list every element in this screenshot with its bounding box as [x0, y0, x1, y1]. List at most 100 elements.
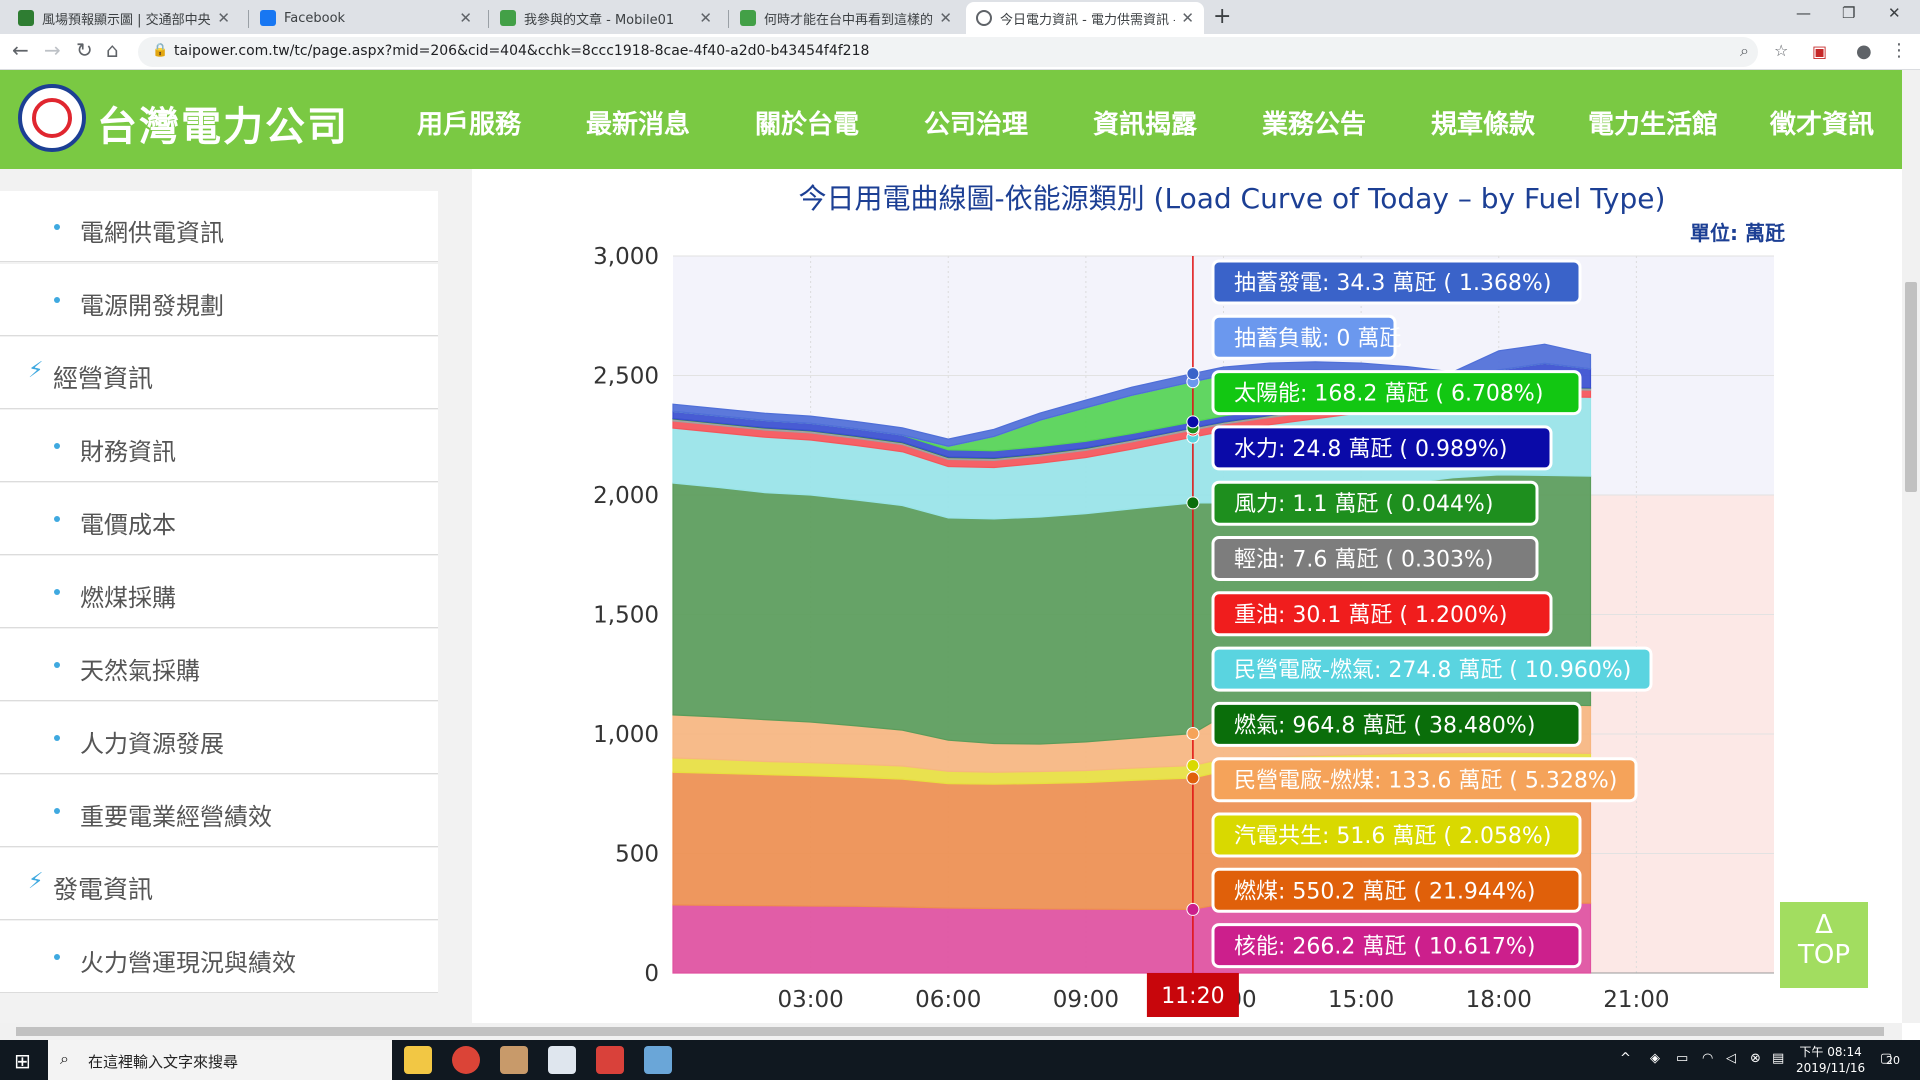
- browser-tab[interactable]: 風場預報顯示圖 | 交通部中央氣象 ✕: [8, 2, 240, 34]
- sidebar-item-gas-procurement[interactable]: 天然氣採購: [0, 629, 438, 701]
- y-tick-label: 2,000: [593, 483, 659, 509]
- menu-careers[interactable]: 徵才資訊: [1770, 110, 1875, 140]
- extension-icon[interactable]: ▣: [1812, 42, 1828, 61]
- window-close-icon[interactable]: ✕: [1888, 4, 1901, 22]
- browser-tab[interactable]: Facebook ✕: [250, 2, 482, 34]
- clock-date: 2019/11/16: [1796, 1061, 1866, 1075]
- star-icon[interactable]: ☆: [1774, 41, 1789, 60]
- sidebar-item-finance[interactable]: 財務資訊: [0, 410, 438, 482]
- browser-tab-active[interactable]: 今日電力資訊 - 電力供需資訊 - 台 ✕: [966, 2, 1204, 34]
- scrollbar-thumb[interactable]: [16, 1027, 1884, 1036]
- reload-icon[interactable]: ↻: [76, 38, 93, 62]
- tooltip-text: 民營電廠-燃氣: 274.8 萬瓩 ( 10.960%): [1234, 658, 1631, 683]
- tooltip-text: 燃煤: 550.2 萬瓩 ( 21.944%): [1234, 879, 1535, 904]
- sidebar-item-hr-development[interactable]: 人力資源發展: [0, 702, 438, 774]
- browser-toolbar: ← → ↻ ⌂ 🔒 taipower.com.tw/tc/page.aspx?m…: [0, 34, 1920, 70]
- app-icon[interactable]: [548, 1046, 576, 1074]
- windows-taskbar: ⊞ ⌕ 在這裡輸入文字來搜尋 ^ ◈ ▭ ◠ ◁ ⊗ ▤ 下午 08:14 20…: [0, 1040, 1920, 1080]
- battery-icon[interactable]: ▭: [1676, 1051, 1689, 1066]
- app-icon[interactable]: [596, 1046, 624, 1074]
- load-curve-chart[interactable]: 3,000 2,500 2,000 1,500 1,000 500 0 03:00 06:00…: [472, 169, 1902, 1023]
- tooltip-item: 重油: 30.1 萬瓩 ( 1.200%): [1211, 591, 1553, 637]
- sidebar-item-coal-procurement[interactable]: 燃煤採購: [0, 556, 438, 628]
- tooltip-text: 民營電廠-燃煤: 133.6 萬瓩 ( 5.328%): [1234, 769, 1617, 794]
- sidebar-item-label: 電價成本: [80, 511, 176, 539]
- sidebar-item-thermal-operations[interactable]: 火力營運現況與績效: [0, 921, 438, 993]
- menu-governance[interactable]: 公司治理: [924, 110, 1029, 140]
- notification-count: 20: [1886, 1054, 1900, 1067]
- back-icon[interactable]: ←: [12, 38, 29, 62]
- browser-tab[interactable]: 我參與的文章 - Mobile01 ✕: [490, 2, 722, 34]
- close-icon[interactable]: ✕: [939, 9, 952, 27]
- menu-announcements[interactable]: 業務公告: [1262, 110, 1367, 140]
- menu-customer-service[interactable]: 用戶服務: [417, 110, 522, 140]
- network-icon[interactable]: ◠: [1702, 1051, 1714, 1066]
- sidebar-item-grid-supply[interactable]: 電網供電資訊: [0, 191, 438, 262]
- sidebar-item-tariff-cost[interactable]: 電價成本: [0, 483, 438, 555]
- up-arrow-icon: Δ: [1815, 910, 1833, 940]
- tooltip-text: 輕油: 7.6 萬瓩 ( 0.303%): [1234, 548, 1493, 573]
- taskbar-clock[interactable]: 下午 08:14 2019/11/16: [1796, 1044, 1865, 1076]
- forward-icon[interactable]: →: [44, 38, 61, 62]
- zoom-icon[interactable]: ⌕: [1740, 41, 1749, 60]
- tray-chevron-icon[interactable]: ^: [1620, 1051, 1631, 1066]
- menu-power-life[interactable]: 電力生活館: [1588, 110, 1719, 140]
- sidebar-section-generation[interactable]: ⚡ 發電資訊: [0, 848, 438, 920]
- back-to-top-button[interactable]: Δ TOP: [1780, 902, 1868, 988]
- menu-disclosure[interactable]: 資訊揭露: [1093, 110, 1198, 140]
- app-icon[interactable]: [500, 1046, 528, 1074]
- sidebar-item-label: 重要電業經營績效: [80, 803, 272, 831]
- tray-app-icon[interactable]: ⊗: [1750, 1051, 1761, 1066]
- sidebar-section-operations[interactable]: ⚡ 經營資訊: [0, 337, 438, 409]
- sidebar-item-performance[interactable]: 重要電業經營績效: [0, 775, 438, 847]
- more-menu-icon[interactable]: ⋮: [1890, 40, 1908, 61]
- windows-start-icon[interactable]: ⊞: [14, 1049, 31, 1073]
- bullet-icon: [54, 224, 60, 230]
- tab-divider: [248, 10, 249, 28]
- profile-icon[interactable]: ●: [1856, 41, 1872, 62]
- crosshair-point: [1186, 367, 1200, 381]
- sidebar-item-power-development[interactable]: 電源開發規劃: [0, 264, 438, 336]
- tab-title: 風場預報顯示圖 | 交通部中央氣象: [42, 12, 211, 28]
- tab-divider: [488, 10, 489, 28]
- x-tick-label: 03:00: [777, 987, 843, 1013]
- lightning-icon: ⚡: [28, 358, 44, 383]
- new-tab-icon[interactable]: +: [1213, 4, 1232, 29]
- app-icon[interactable]: [644, 1046, 672, 1074]
- scrollbar-thumb[interactable]: [1905, 282, 1917, 492]
- lightning-icon: ⚡: [28, 869, 44, 894]
- horizontal-scrollbar[interactable]: [0, 1023, 1902, 1040]
- volume-icon[interactable]: ◁: [1726, 1051, 1736, 1066]
- sidebar-item-label: 電網供電資訊: [80, 219, 224, 247]
- brand-name[interactable]: 台灣電力公司: [97, 103, 349, 150]
- restore-icon[interactable]: ❐: [1842, 4, 1856, 22]
- close-icon[interactable]: ✕: [217, 9, 230, 27]
- vertical-scrollbar[interactable]: [1902, 70, 1920, 1023]
- close-icon[interactable]: ✕: [459, 9, 472, 27]
- menu-about[interactable]: 關於台電: [755, 110, 860, 140]
- browser-tab[interactable]: 何時才能在台中再看到這樣的藍 ✕: [730, 2, 962, 34]
- y-axis-ticks: 3,000 2,500 2,000 1,500 1,000 500 0: [593, 244, 659, 987]
- taskbar-search[interactable]: ⌕ 在這裡輸入文字來搜尋: [48, 1040, 392, 1080]
- tooltip-box: [1211, 425, 1553, 471]
- tray-app-icon[interactable]: ◈: [1650, 1051, 1660, 1066]
- taipower-logo[interactable]: [18, 84, 86, 152]
- address-bar[interactable]: 🔒 taipower.com.tw/tc/page.aspx?mid=206&c…: [138, 37, 1788, 67]
- keyboard-icon[interactable]: ▤: [1772, 1051, 1785, 1066]
- close-icon[interactable]: ✕: [699, 9, 712, 27]
- close-icon[interactable]: ✕: [1181, 9, 1194, 27]
- chrome-icon[interactable]: [452, 1046, 480, 1074]
- tooltip-item: 燃氣: 964.8 萬瓩 ( 38.480%): [1211, 701, 1582, 747]
- x-tick-label: 21:00: [1603, 987, 1669, 1013]
- tooltip-box: [1211, 370, 1582, 416]
- x-tick-label: 15:00: [1328, 987, 1394, 1013]
- file-explorer-icon[interactable]: [404, 1046, 432, 1074]
- menu-news[interactable]: 最新消息: [586, 110, 691, 140]
- url-text[interactable]: taipower.com.tw/tc/page.aspx?mid=206&cid…: [174, 43, 870, 59]
- minimize-icon[interactable]: —: [1796, 4, 1811, 22]
- notification-icon[interactable]: ▢: [1880, 1051, 1893, 1066]
- home-icon[interactable]: ⌂: [106, 38, 119, 62]
- menu-regulations[interactable]: 規章條款: [1431, 110, 1536, 140]
- top-label: TOP: [1797, 940, 1851, 970]
- crosshair-point: [1186, 496, 1200, 510]
